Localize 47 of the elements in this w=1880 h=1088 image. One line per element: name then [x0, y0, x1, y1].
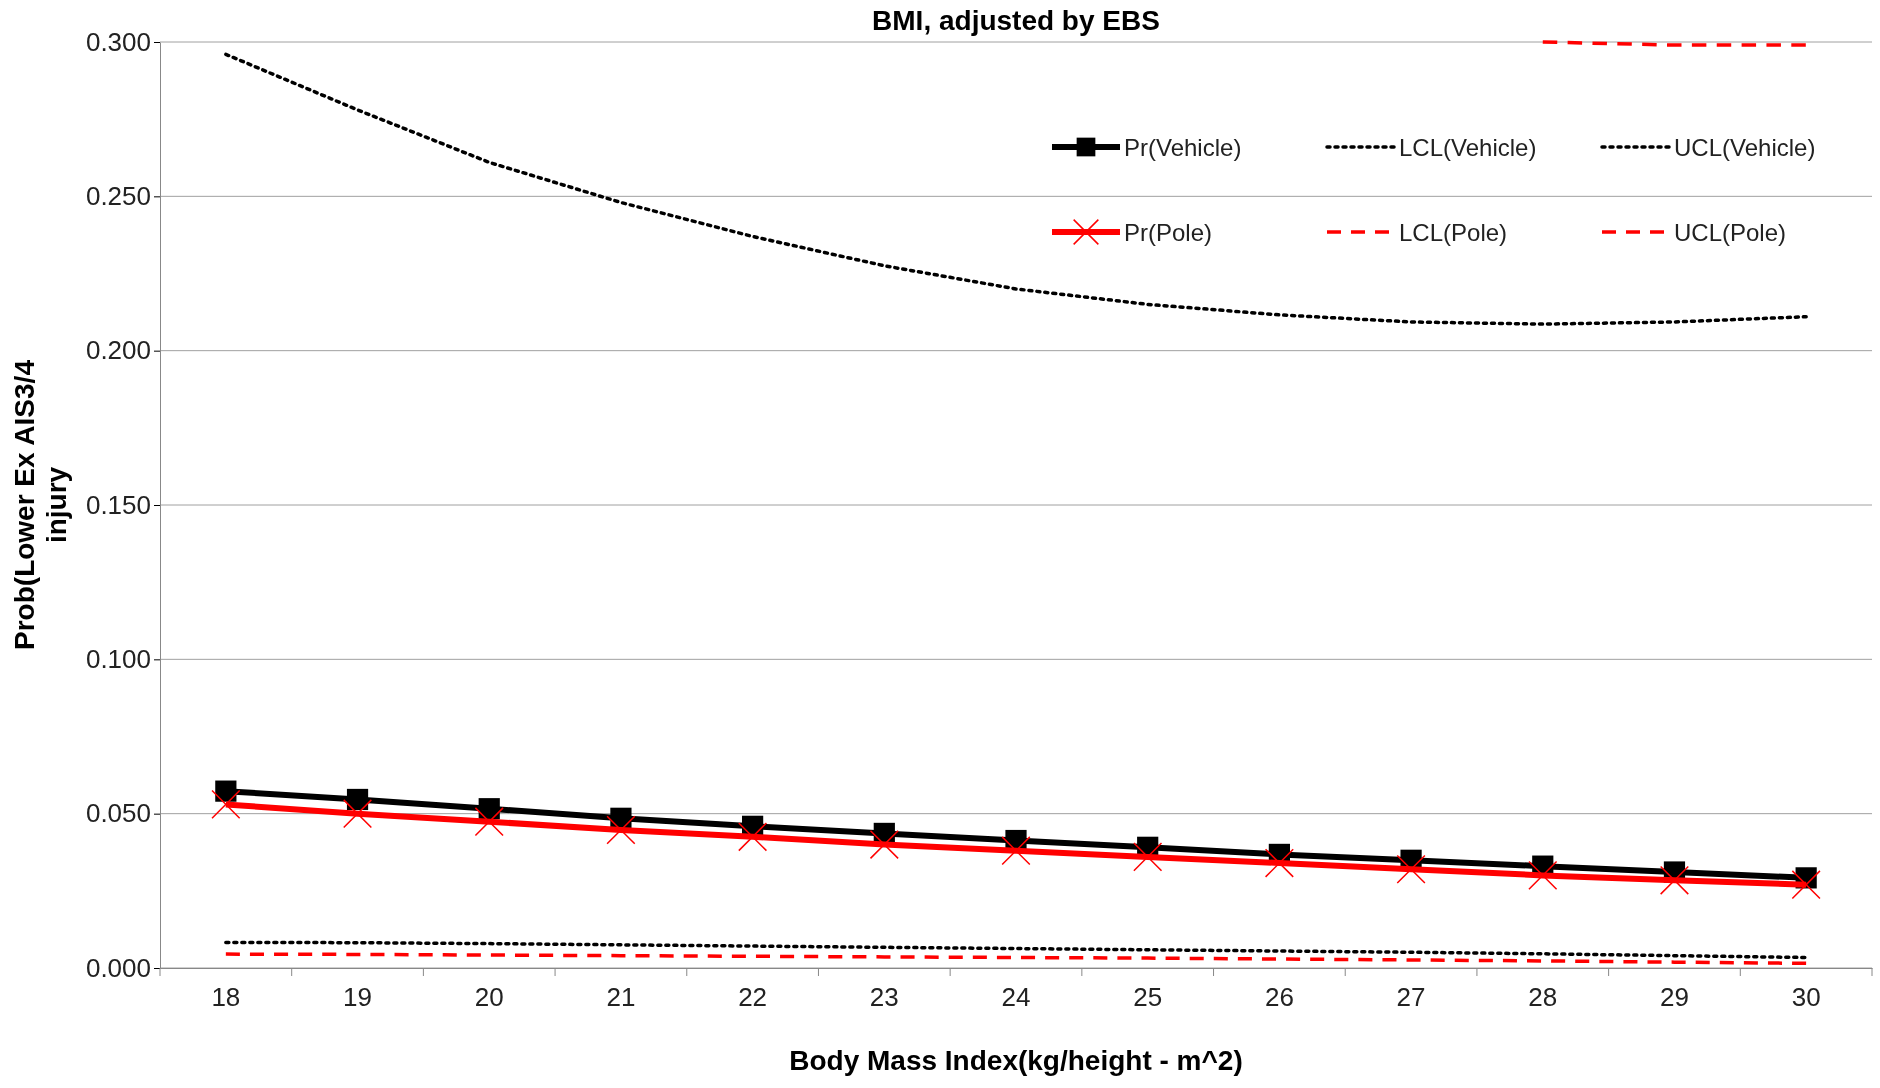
x-tick-label: 20: [474, 982, 504, 1013]
point: [738, 822, 768, 852]
y-tick-label: 0.150: [85, 489, 151, 520]
legend-label: Pr(Pole): [1124, 219, 1213, 246]
point: [478, 798, 500, 820]
x-tick-label: 27: [1396, 982, 1426, 1013]
y-axis-title: Prob(Lower Ex AIS3/4 injury: [9, 359, 72, 650]
y-tick-label: 0.000: [85, 952, 151, 983]
x-tick-label: 29: [1660, 982, 1689, 1013]
x-tick-label: 23: [869, 982, 899, 1013]
legend-label: Pr(Vehicle): [1124, 134, 1242, 161]
legend-label: LCL(Vehicle): [1399, 134, 1537, 161]
point: [342, 799, 373, 829]
point: [1133, 842, 1163, 872]
x-tick-label: 30: [1791, 982, 1821, 1013]
line-series: [224, 952, 1808, 966]
point: [606, 815, 636, 845]
point: [1001, 836, 1031, 866]
point: [215, 780, 237, 802]
x-tick-label: 21: [606, 982, 636, 1013]
legend-label: UCL(Vehicle): [1674, 134, 1816, 161]
legend-label: UCL(Pole): [1674, 219, 1787, 246]
point: [1791, 870, 1821, 900]
point: [346, 788, 369, 811]
x-tick-label: 22: [738, 982, 768, 1013]
line-series: [224, 940, 1808, 960]
point: [1659, 865, 1690, 895]
y-tick-label: 0.050: [85, 798, 151, 829]
x-tick-label: 18: [211, 982, 241, 1013]
point: [474, 807, 504, 837]
point: [869, 829, 899, 860]
point: [1396, 854, 1426, 884]
x-tick-label: 28: [1528, 982, 1558, 1013]
x-tick-label: 24: [1001, 982, 1031, 1013]
chart-title: BMI, adjusted by EBS: [872, 5, 1160, 36]
x-tick-label: 25: [1133, 982, 1163, 1013]
point: [1528, 860, 1558, 890]
x-axis-title: Body Mass Index(kg/height - m^2): [789, 1045, 1243, 1076]
legend-label: LCL(Pole): [1399, 219, 1508, 246]
point: [211, 789, 241, 819]
y-tick-label: 0.250: [85, 181, 151, 212]
x-tick-label: 19: [343, 982, 372, 1013]
y-tick-label: 0.100: [85, 644, 151, 675]
x-tick-label: 26: [1264, 982, 1294, 1013]
y-tick-label: 0.200: [85, 335, 151, 366]
y-tick-label: 0.300: [85, 26, 151, 57]
point: [1264, 848, 1294, 878]
